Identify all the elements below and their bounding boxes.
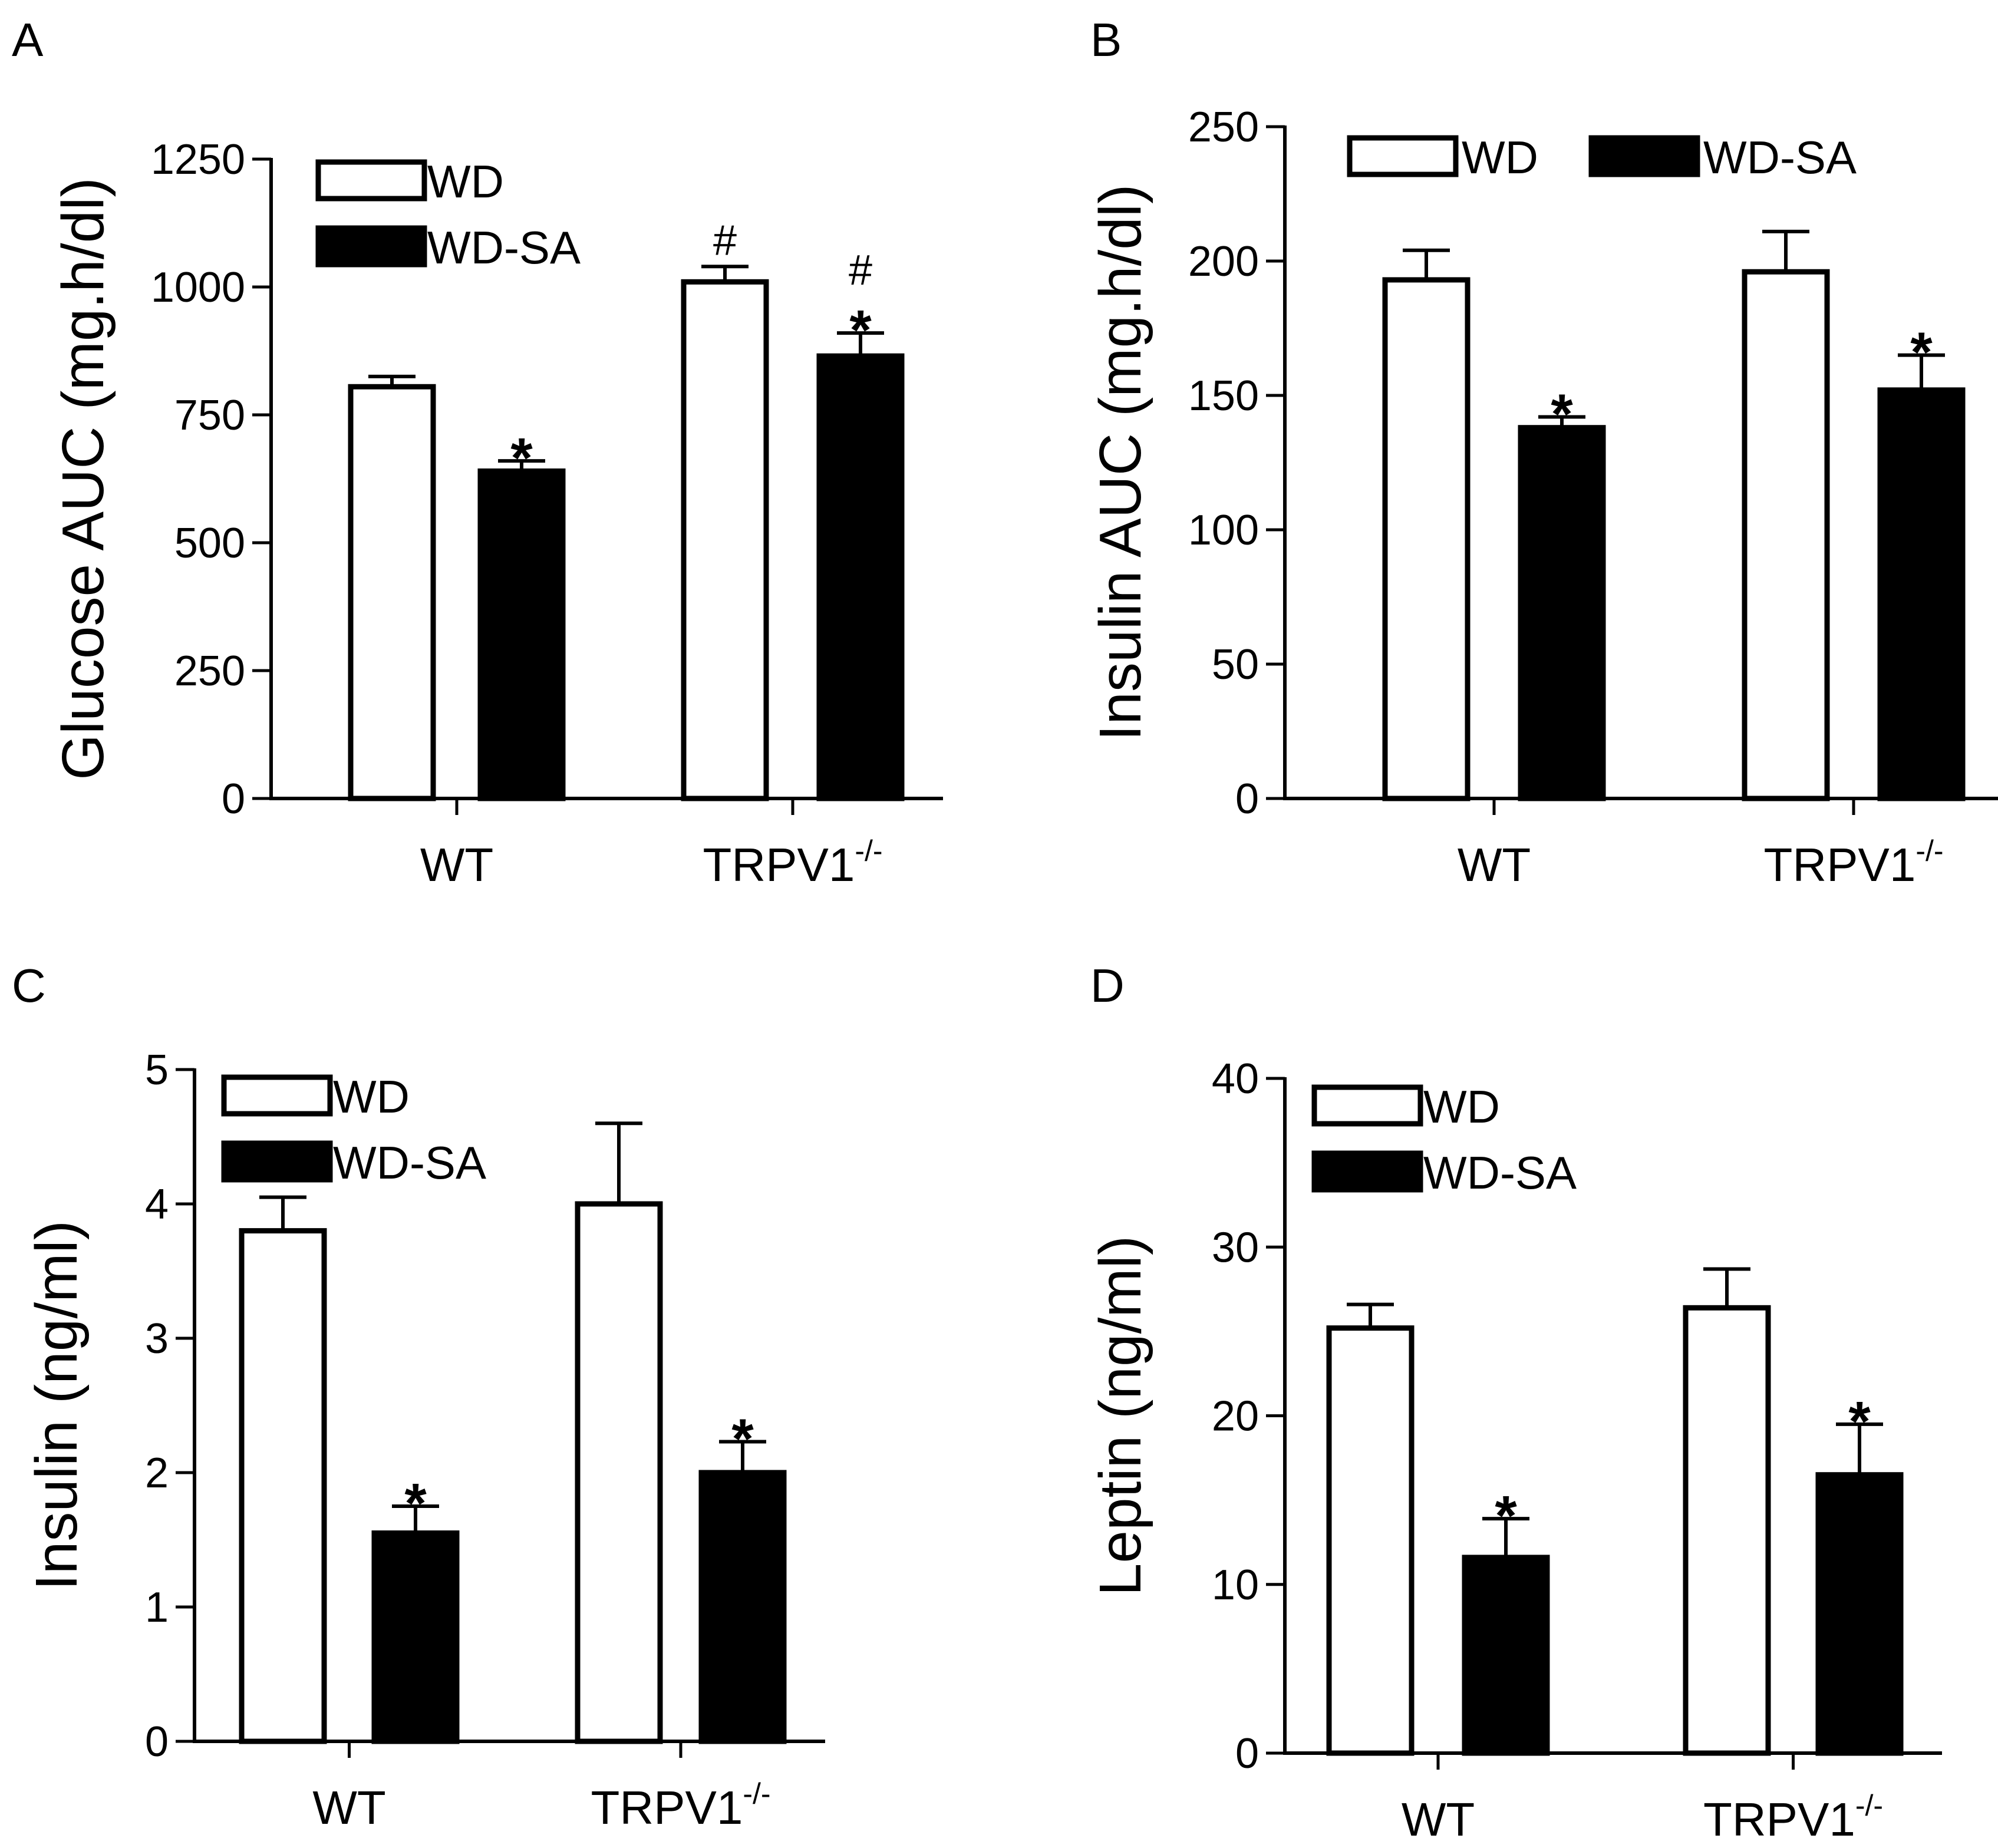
bar-wd-sa-trpv1 (1815, 1472, 1904, 1756)
y-tick-label: 3 (145, 1315, 169, 1362)
bar-wd-sa-trpv1 (1877, 387, 1966, 801)
panel-letter: A (12, 14, 44, 66)
bar-wd-sa-trpv1 (816, 353, 905, 801)
y-tick-label: 200 (1188, 238, 1259, 285)
x-tick-label: WT (1458, 839, 1531, 891)
panel-letter: D (1090, 959, 1125, 1012)
y-tick-label: 100 (1188, 507, 1259, 554)
significance-star: * (1848, 1390, 1871, 1453)
bar-wd-trpv1 (681, 279, 769, 801)
bar-wd-trpv1 (1742, 269, 1830, 801)
bar-wd-sa-wt (477, 468, 566, 801)
significance-star: * (510, 427, 533, 490)
y-tick-label: 500 (174, 520, 245, 567)
y-tick-label: 1250 (151, 136, 245, 183)
y-axis-label: Insulin AUC (mg.h/dl) (1087, 184, 1153, 741)
legend-label-wd: WD (1423, 1081, 1500, 1133)
y-tick-label: 150 (1188, 372, 1259, 420)
x-tick-label: WT (420, 839, 493, 891)
significance-hash: # (713, 217, 737, 264)
legend-swatch-wd (315, 159, 427, 202)
significance-star: * (404, 1472, 427, 1535)
legend-label-wd-sa: WD-SA (1703, 131, 1857, 183)
significance-star: * (1551, 382, 1573, 446)
x-tick-label: WT (1402, 1793, 1475, 1846)
y-tick-label: 2 (145, 1450, 169, 1497)
bar-wd-sa-wt (1518, 425, 1606, 801)
legend: WD WD-SA (1311, 1081, 1577, 1199)
x-tick-label: WT (312, 1781, 385, 1834)
bar-wd-sa-wt (371, 1530, 460, 1744)
y-axis-label: Leptin (ng/ml) (1087, 1236, 1153, 1596)
y-tick-label: 40 (1212, 1055, 1259, 1103)
y-tick-label: 20 (1212, 1393, 1259, 1440)
y-tick-label: 0 (1235, 776, 1259, 823)
y-tick-label: 30 (1212, 1224, 1259, 1271)
legend-label-wd: WD (333, 1071, 410, 1123)
legend-swatch-wd (1347, 135, 1459, 177)
legend-label-wd: WD (1462, 131, 1538, 183)
legend-label-wd-sa: WD-SA (1423, 1147, 1577, 1199)
y-tick-label: 0 (145, 1718, 169, 1766)
legend-swatch-wd-sa (315, 225, 427, 268)
legend: WD WD-SA (1347, 131, 1857, 183)
legend-swatch-wd-sa (1588, 135, 1700, 177)
y-tick-label: 10 (1212, 1562, 1259, 1609)
bar-wd-sa-trpv1 (698, 1470, 787, 1744)
y-tick-label: 250 (174, 648, 245, 695)
significance-star: * (1495, 1484, 1517, 1547)
legend-swatch-wd-sa (1311, 1150, 1423, 1193)
bar-wd-wt (348, 384, 436, 801)
chart-panel-c: C 0 1 2 3 4 5 Insulin (ng/ml) WT * TRPV1-/- * WD WD-S… (12, 959, 825, 1834)
legend-swatch-wd (221, 1074, 333, 1117)
y-tick-label: 750 (174, 392, 245, 439)
x-tick-label: TRPV1-/- (591, 1777, 770, 1834)
bar-wd-sa-wt (1462, 1555, 1550, 1756)
bar-wd-wt (1326, 1325, 1415, 1756)
y-tick-label: 0 (222, 776, 245, 823)
y-tick-label: 1000 (151, 264, 245, 311)
y-tick-label: 0 (1235, 1730, 1259, 1777)
significance-hash: # (849, 247, 872, 294)
x-tick-label: TRPV1-/- (1763, 834, 1943, 891)
chart-panel-b: B 0 50 100 150 200 250 Insulin AUC (mg.h/dl) WT *… (1087, 14, 1998, 891)
legend-swatch-wd-sa (221, 1140, 333, 1183)
bar-wd-wt (1382, 277, 1471, 801)
x-tick-label: TRPV1-/- (703, 834, 882, 891)
y-tick-label: 4 (145, 1181, 169, 1228)
y-tick-label: 1 (145, 1584, 169, 1631)
legend-label-wd-sa: WD-SA (333, 1137, 486, 1189)
bar-wd-trpv1 (575, 1201, 663, 1744)
panel-letter: C (12, 959, 46, 1012)
panel-letter: B (1090, 14, 1122, 66)
legend-swatch-wd (1311, 1084, 1423, 1127)
legend: WD WD-SA (315, 156, 581, 273)
y-axis-label: Insulin (ng/ml) (24, 1220, 90, 1590)
significance-star: * (731, 1408, 754, 1471)
legend-label-wd-sa: WD-SA (427, 222, 581, 273)
significance-star: * (1910, 321, 1933, 384)
x-tick-label: TRPV1-/- (1703, 1789, 1883, 1846)
y-tick-label: 50 (1212, 641, 1259, 688)
bar-wd-wt (239, 1228, 327, 1744)
y-tick-label: 250 (1188, 104, 1259, 151)
chart-panel-a: A 0 250 500 750 1000 1250 Glucose AUC (mg.h/dl)… (12, 14, 943, 891)
y-axis-label: Glucose AUC (mg.h/dl) (50, 177, 116, 780)
significance-star: * (849, 299, 872, 362)
legend-label-wd: WD (427, 156, 504, 207)
legend: WD WD-SA (221, 1071, 486, 1189)
y-tick-label: 5 (145, 1047, 169, 1094)
bar-wd-trpv1 (1683, 1305, 1771, 1756)
